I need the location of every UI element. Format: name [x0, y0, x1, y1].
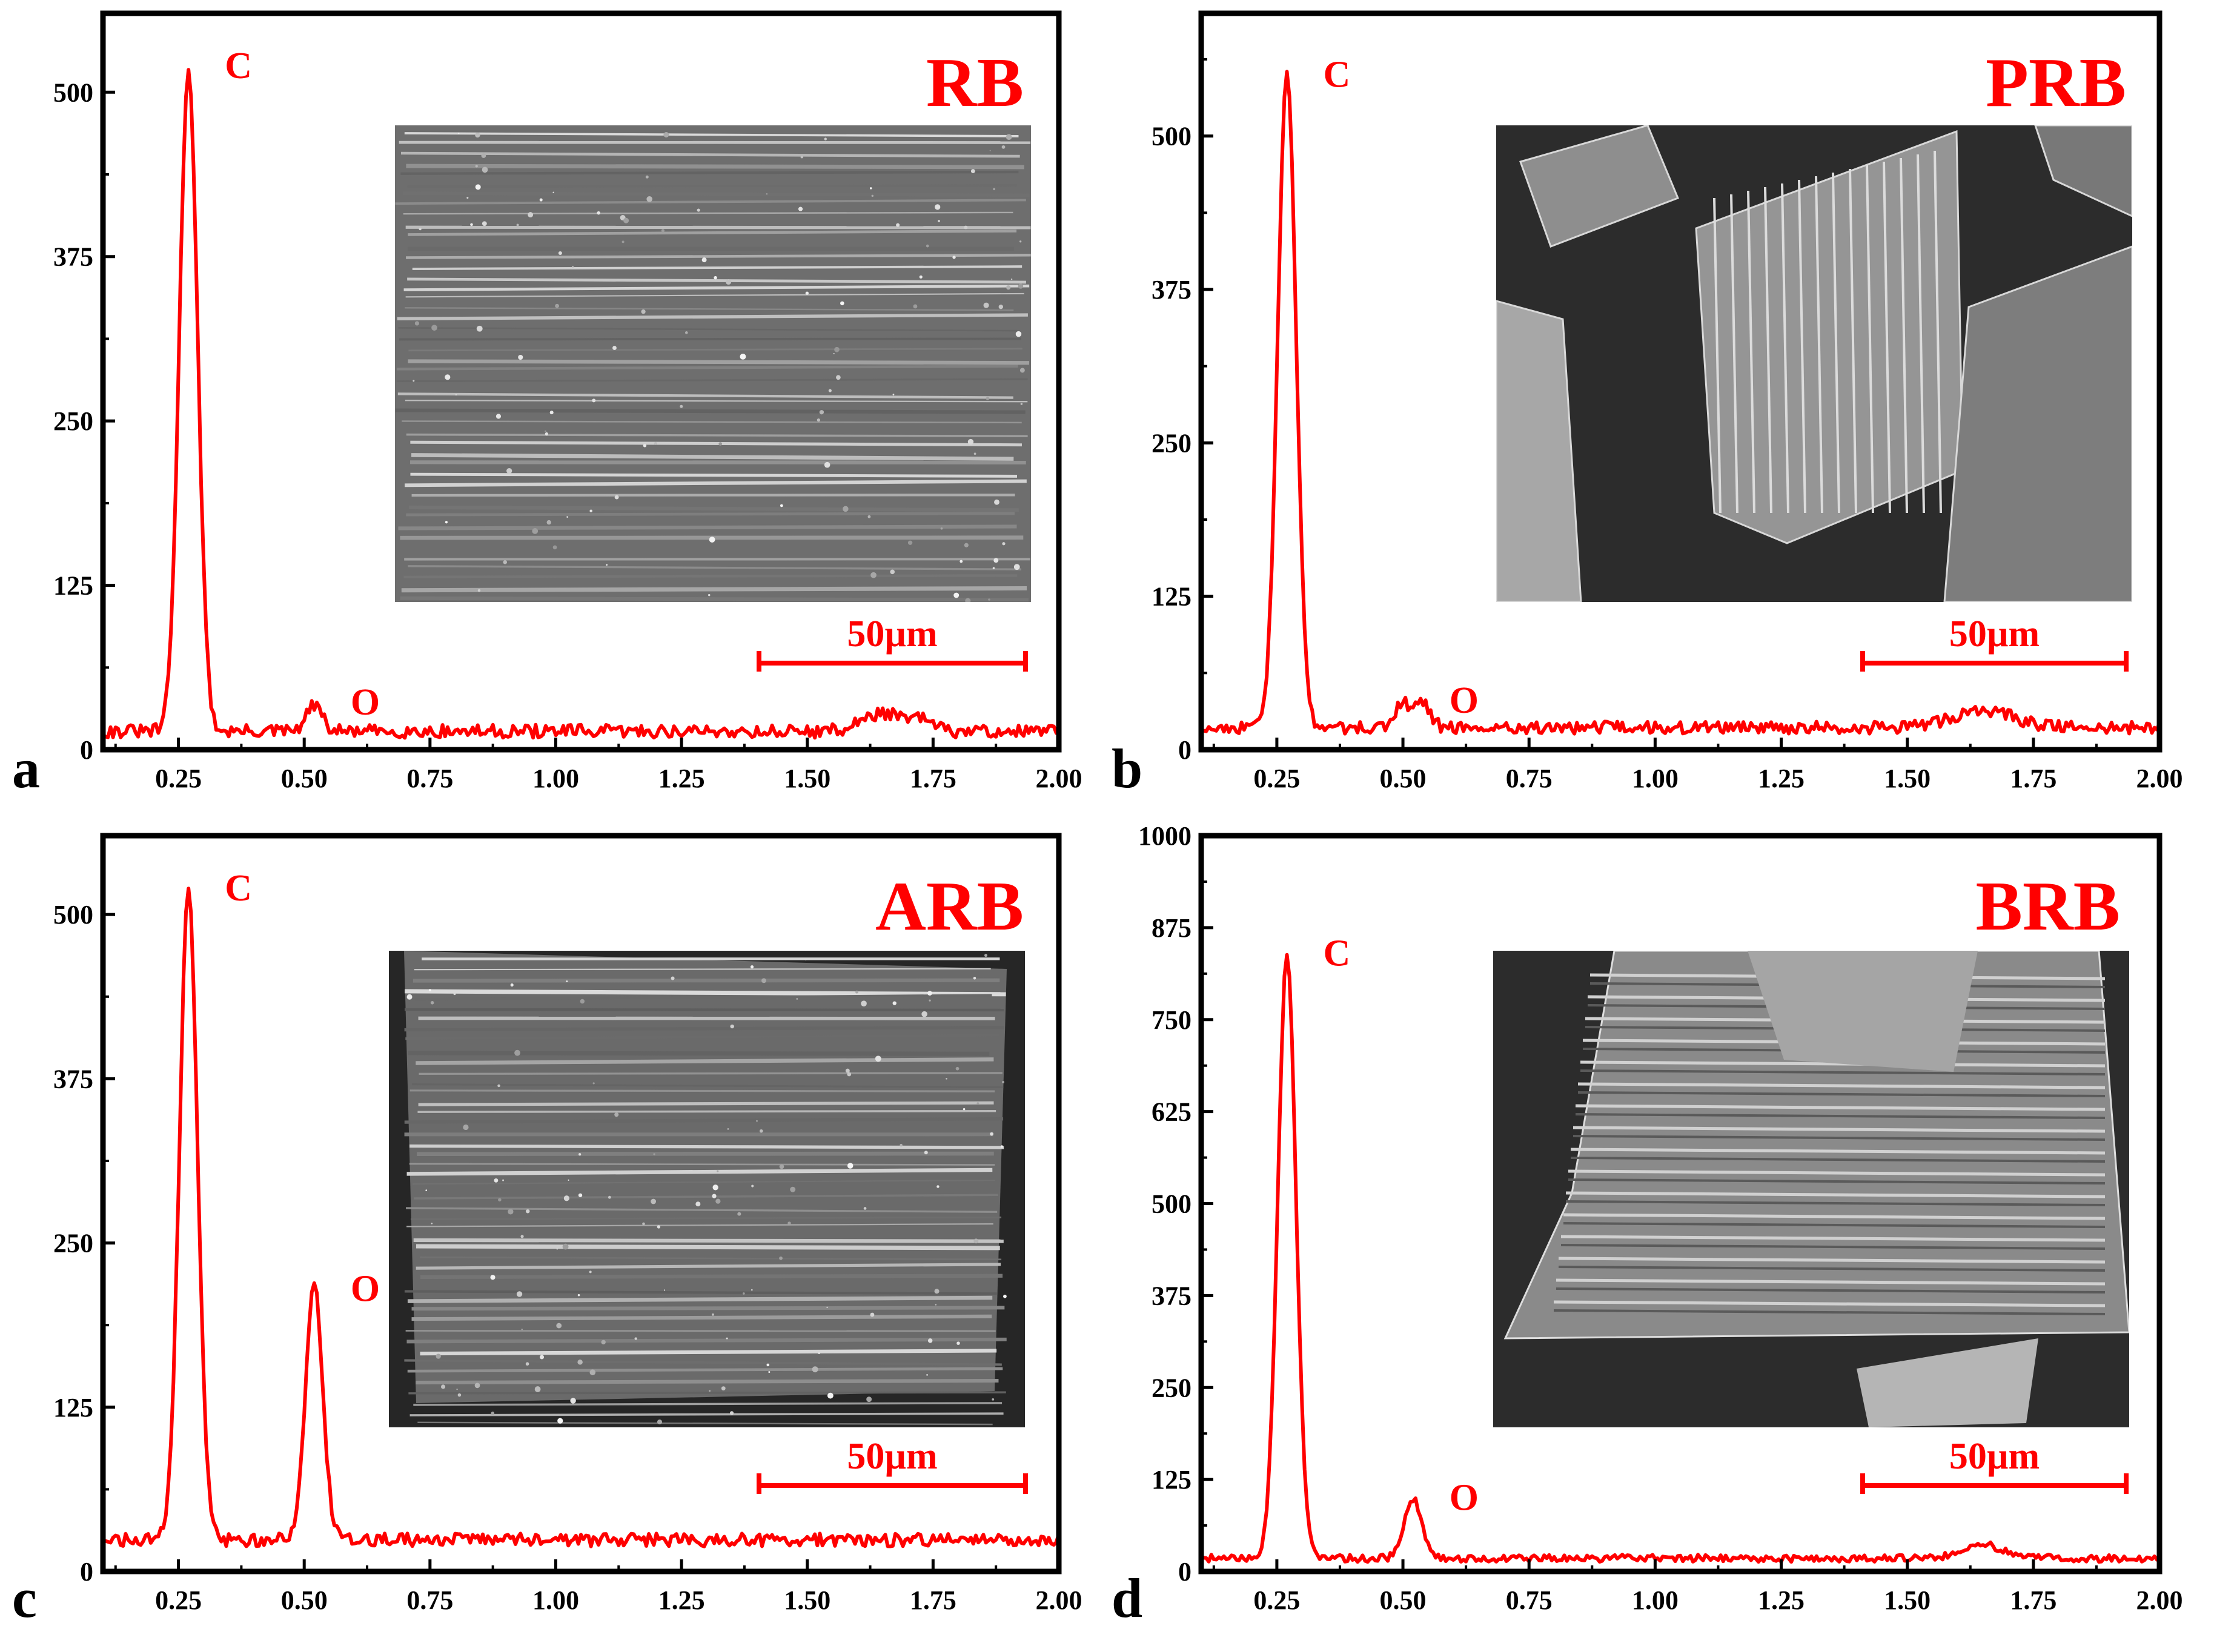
- x-tick-label: 0.75: [1506, 1585, 1553, 1615]
- x-tick-label: 2.00: [2136, 764, 2183, 793]
- x-tick-label: 0.25: [155, 1585, 202, 1615]
- x-tick-label: 0.25: [155, 764, 202, 793]
- y-tick-label: 500: [1152, 1189, 1192, 1219]
- y-tick-label: 750: [1152, 1005, 1192, 1035]
- sample-title: BRB: [1975, 868, 2120, 945]
- peak-label: C: [1324, 54, 1351, 95]
- x-tick-label: 1.50: [1884, 1585, 1931, 1615]
- x-tick-label: 1.25: [1758, 764, 1805, 793]
- peak-label: O: [351, 1269, 380, 1310]
- peak-label: O: [1450, 680, 1479, 721]
- y-tick-label: 125: [1152, 1465, 1192, 1495]
- x-tick-label: 1.75: [2010, 764, 2057, 793]
- peak-label: C: [1324, 933, 1351, 974]
- y-tick-label: 500: [1152, 122, 1192, 151]
- x-tick-label: 1.50: [1884, 764, 1931, 793]
- x-tick-label: 0.50: [281, 1585, 328, 1615]
- y-tick-label: 250: [1152, 1373, 1192, 1403]
- scale-bar: 50µm: [1860, 1436, 2129, 1494]
- y-tick-label: 375: [53, 1064, 93, 1094]
- scale-bar: 50µm: [757, 1436, 1028, 1494]
- sem-inset-image: [389, 951, 1025, 1427]
- x-tick-label: 1.50: [784, 764, 830, 793]
- panel-letter: a: [12, 738, 40, 799]
- y-tick-label: 0: [80, 1557, 93, 1587]
- x-tick-label: 0.50: [281, 764, 328, 793]
- peak-label: O: [1450, 1478, 1479, 1519]
- panel-d: 0.25 0.50 0.75 1.00 1.25 1.50 1.75 2.00 0 125 250 3…: [1112, 821, 2183, 1629]
- spectrum-line: [102, 68, 1061, 740]
- scale-bar-label: 50µm: [1949, 613, 2040, 655]
- y-tick-label: 875: [1152, 913, 1192, 943]
- peak-label: C: [225, 868, 252, 909]
- y-tick-label: 250: [1152, 428, 1192, 458]
- x-tick-label: 1.00: [1632, 1585, 1679, 1615]
- y-tick-label: 375: [1152, 275, 1192, 305]
- panel-letter: d: [1112, 1567, 1142, 1629]
- y-tick-label: 375: [53, 242, 93, 272]
- x-tick-label: 1.00: [532, 764, 579, 793]
- spectrum-line: [102, 887, 1061, 1548]
- x-tick-label: 1.50: [784, 1585, 830, 1615]
- x-tick-label: 0.50: [1380, 764, 1427, 793]
- plot-frame: [100, 833, 1062, 1574]
- y-tick-label: 125: [53, 571, 93, 601]
- y-tick-label: 500: [53, 78, 93, 107]
- y-tick-label: 125: [53, 1393, 93, 1422]
- y-tick-label: 125: [1152, 582, 1192, 612]
- scale-bar-label: 50µm: [847, 1436, 937, 1477]
- x-tick-label: 0.25: [1253, 1585, 1300, 1615]
- x-tick-label: 1.00: [532, 1585, 579, 1615]
- y-tick-label: 0: [1178, 1557, 1192, 1587]
- x-tick-label: 2.00: [1036, 764, 1082, 793]
- sample-title: PRB: [1986, 44, 2126, 122]
- sem-inset-image: [1496, 125, 2132, 602]
- sem-inset-image: [1493, 951, 2129, 1427]
- sample-title: RB: [926, 44, 1024, 122]
- x-tick-label: 2.00: [2136, 1585, 2183, 1615]
- sem-inset-image: [395, 125, 1031, 602]
- y-tick-label: 500: [53, 900, 93, 930]
- spectrum-line: [1200, 953, 2161, 1564]
- y-tick-label: 250: [53, 406, 93, 436]
- scale-bar-label: 50µm: [1949, 1436, 2040, 1477]
- plot-frame: [1198, 10, 2163, 753]
- panel-b: 0.25 0.50 0.75 1.00 1.25 1.50 1.75 2.00 0 125 250 3…: [1112, 10, 2183, 799]
- x-tick-label: 1.75: [910, 1585, 956, 1615]
- x-tick-label: 1.75: [910, 764, 956, 793]
- x-tick-label: 2.00: [1036, 1585, 1082, 1615]
- panel-c: 0.25 0.50 0.75 1.00 1.25 1.50 1.75 2.00 0 125 250 3…: [12, 833, 1082, 1629]
- y-tick-label: 0: [1178, 735, 1192, 765]
- x-tick-label: 0.75: [1506, 764, 1553, 793]
- peak-label: O: [351, 682, 380, 723]
- x-tick-label: 1.25: [658, 764, 705, 793]
- y-tick-label: 1000: [1138, 821, 1192, 851]
- x-tick-label: 0.75: [406, 764, 453, 793]
- x-tick-label: 0.75: [406, 1585, 453, 1615]
- y-tick-label: 0: [80, 735, 93, 765]
- panel-letter: b: [1112, 738, 1142, 799]
- scale-bar: 50µm: [757, 613, 1028, 672]
- x-tick-label: 0.50: [1380, 1585, 1427, 1615]
- y-tick-label: 250: [53, 1229, 93, 1258]
- y-tick-label: 375: [1152, 1281, 1192, 1310]
- scale-bar: 50µm: [1860, 613, 2129, 672]
- plot-frame: [100, 10, 1062, 753]
- panel-letter: c: [12, 1567, 37, 1629]
- panel-a: 0.25 0.50 0.75 1.00 1.25 1.50 1.75 2.00 0 125 250 3…: [12, 10, 1082, 799]
- sample-title: ARB: [875, 868, 1024, 945]
- x-tick-label: 1.25: [1758, 1585, 1805, 1615]
- y-tick-label: 625: [1152, 1097, 1192, 1127]
- sem-particle: [1503, 951, 2129, 1340]
- scale-bar-label: 50µm: [847, 613, 937, 655]
- x-tick-label: 1.00: [1632, 764, 1679, 793]
- x-tick-label: 0.25: [1253, 764, 1300, 793]
- peak-label: C: [225, 45, 252, 87]
- x-tick-label: 1.25: [658, 1585, 705, 1615]
- x-tick-label: 1.75: [2010, 1585, 2057, 1615]
- spectrum-line: [1201, 70, 2161, 736]
